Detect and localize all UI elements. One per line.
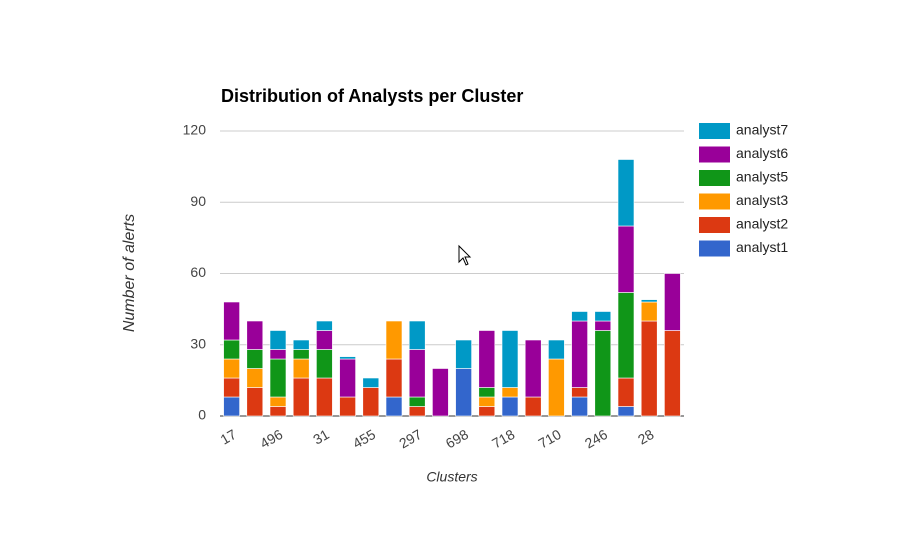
legend-swatch xyxy=(699,217,730,233)
bar-segment xyxy=(408,396,426,407)
bar-segment xyxy=(617,292,635,379)
bar-segment xyxy=(223,377,240,398)
bar-segment xyxy=(385,320,403,360)
bar-segment xyxy=(501,396,519,417)
legend-swatch xyxy=(699,146,730,163)
y-tick-label: 0 xyxy=(198,407,206,423)
bar-segment xyxy=(246,368,264,388)
bar-segment xyxy=(316,349,333,379)
cursor xyxy=(458,244,472,266)
bar-segment xyxy=(455,339,472,369)
bar-segment xyxy=(408,406,426,417)
bar-segment xyxy=(432,368,449,417)
bar-segment xyxy=(617,159,635,227)
bar-segment xyxy=(478,330,496,388)
bar-segment xyxy=(269,330,287,350)
bar-segment xyxy=(292,377,310,417)
bar-segment xyxy=(269,358,287,398)
bar-segment xyxy=(478,387,496,398)
legend-swatch xyxy=(699,170,730,186)
y-tick-label: 30 xyxy=(190,335,206,351)
bar-segment xyxy=(408,320,426,350)
bar-segment xyxy=(408,349,426,398)
x-tick-label: 17 xyxy=(217,426,239,448)
y-tick-label: 120 xyxy=(183,122,207,138)
bar-segment xyxy=(478,396,496,407)
bar-segment xyxy=(223,396,240,417)
bar-segment xyxy=(664,330,681,417)
x-tick-label: 246 xyxy=(582,426,610,452)
bar-segment xyxy=(455,368,472,417)
legend-label: analyst7 xyxy=(736,122,788,138)
bar-segment xyxy=(594,311,612,322)
bar-segment xyxy=(339,396,356,417)
bar-segment xyxy=(524,339,542,398)
bar-segment xyxy=(292,349,310,360)
bar-segment xyxy=(223,301,240,341)
bar-segment xyxy=(339,356,356,360)
bar-segment xyxy=(617,225,635,293)
bar-segment xyxy=(571,311,588,322)
bar-segment xyxy=(246,320,264,350)
bar-segment xyxy=(316,330,333,350)
bar-segment xyxy=(362,377,380,388)
bar-segment xyxy=(246,387,264,417)
bar-segment xyxy=(269,349,287,360)
bar-segment xyxy=(385,358,403,398)
bar-segment xyxy=(571,387,588,398)
legend-label: analyst2 xyxy=(736,216,788,232)
y-tick-label: 60 xyxy=(190,264,206,280)
bar-segment xyxy=(571,396,588,417)
x-tick-label: 718 xyxy=(489,426,517,452)
x-tick-label: 698 xyxy=(443,426,471,452)
bar-segment xyxy=(246,349,264,369)
x-axis-title: Clusters xyxy=(426,469,477,485)
legend-label: analyst6 xyxy=(736,145,788,161)
bar-segment xyxy=(640,301,658,322)
bar-segment xyxy=(571,320,588,388)
y-axis-title: Number of alerts xyxy=(121,214,138,332)
x-tick-label: 455 xyxy=(350,426,378,452)
bar-segment xyxy=(640,299,658,303)
bar-segment xyxy=(385,396,403,417)
bar-segment xyxy=(617,406,635,417)
bar-segment xyxy=(594,320,612,331)
bar-segment xyxy=(223,339,240,360)
bar-segment xyxy=(664,273,681,331)
chart-title: Distribution of Analysts per Cluster xyxy=(221,86,523,106)
bar-segment xyxy=(339,358,356,398)
legend-swatch xyxy=(699,123,730,139)
x-tick-label: 710 xyxy=(536,426,564,452)
bar-segment xyxy=(223,358,240,379)
x-tick-label: 496 xyxy=(257,426,285,452)
x-tick-label: 31 xyxy=(310,426,332,448)
bar-segment xyxy=(362,387,380,417)
bar-segment xyxy=(501,330,519,388)
bar-segment xyxy=(501,387,519,398)
bar-segment xyxy=(316,320,333,331)
bar-segment xyxy=(640,320,658,417)
bar-segment xyxy=(478,406,496,417)
bar-segment xyxy=(292,358,310,379)
bar-segment xyxy=(524,396,542,417)
y-tick-label: 90 xyxy=(190,193,206,209)
bar-segment xyxy=(292,339,310,350)
bar-segment xyxy=(548,339,565,360)
bar-segment xyxy=(316,377,333,417)
legend-swatch xyxy=(699,240,730,257)
legend-swatch xyxy=(699,193,730,210)
x-tick-label: 297 xyxy=(396,426,424,452)
bar-segment xyxy=(269,396,287,407)
bar-segment xyxy=(548,358,565,417)
bar-segment xyxy=(617,377,635,407)
bar-segment xyxy=(269,406,287,417)
legend-label: analyst1 xyxy=(736,239,788,255)
x-tick-label: 28 xyxy=(635,426,657,448)
legend-label: analyst3 xyxy=(736,192,788,208)
legend-label: analyst5 xyxy=(736,169,788,185)
bar-segment xyxy=(594,330,612,417)
